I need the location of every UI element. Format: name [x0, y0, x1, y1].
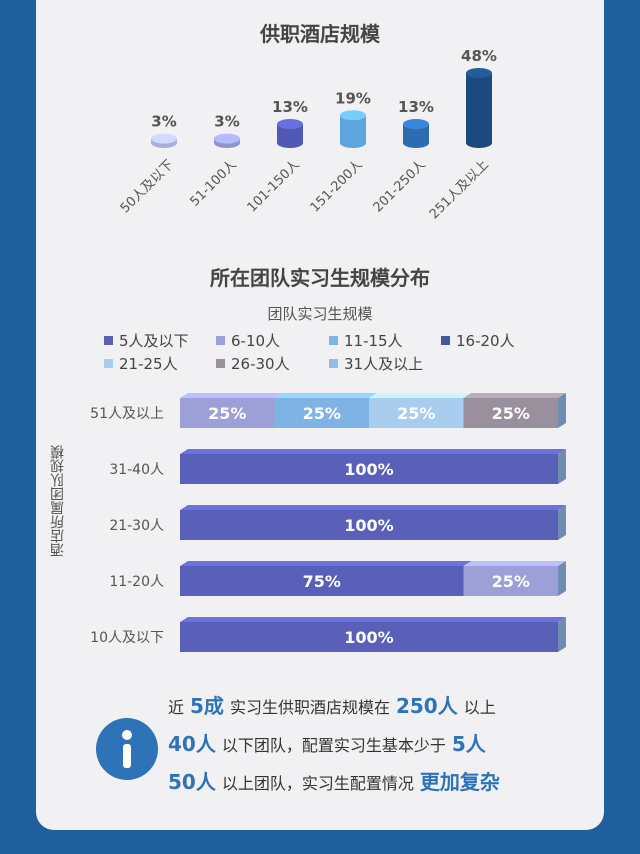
segment-label-1-0: 100%	[344, 460, 393, 479]
row-label-2: 21-30人	[109, 518, 164, 534]
bar-0	[151, 133, 177, 148]
legend-label: 26-30人	[231, 355, 290, 373]
infographic-card: 供职酒店规模 3% 50人及以下 3% 51-100人 13% 101-150人 19% 15…	[36, 0, 604, 830]
category-label-0: 50人及以下	[118, 157, 177, 216]
legend-swatch	[329, 336, 338, 345]
legend-title: 团队实习生规模	[267, 305, 373, 323]
legend-item-4: 21-25人	[104, 353, 178, 374]
legend-item-5: 26-30人	[216, 353, 290, 374]
legend-item-6: 31人及以上	[329, 353, 423, 374]
legend-swatch	[104, 359, 113, 368]
note-line-1: 近 5成 实习生供职酒店规模在 250人 以上	[168, 690, 496, 719]
segment-label-2-0: 100%	[344, 516, 393, 535]
legend-label: 5人及以下	[119, 332, 189, 350]
chart1-title: 供职酒店规模	[260, 22, 380, 46]
hotel-size-chart: 3% 50人及以下 3% 51-100人 13% 101-150人 19% 151-200人 1…	[118, 47, 497, 222]
legend-swatch	[441, 336, 450, 345]
bar-segment-0-4	[369, 393, 472, 428]
legend-swatch	[216, 336, 225, 345]
note-highlight: 更加复杂	[419, 770, 500, 794]
row-label-3: 11-20人	[109, 574, 164, 590]
note-text: 以上团队，实习生配置情况	[221, 774, 414, 793]
bar-side-0	[558, 393, 566, 428]
note-text: 以下团队，配置实习生基本少于	[221, 736, 446, 755]
segment-label-0-1: 25%	[208, 404, 246, 423]
row-label-0: 51人及以上	[90, 406, 164, 422]
segment-label-0-5: 25%	[492, 404, 530, 423]
bar-segment-4-0	[180, 617, 566, 652]
legend-item-0: 5人及以下	[104, 330, 189, 351]
data-label-3: 19%	[335, 89, 371, 107]
bar-5	[466, 68, 492, 148]
legend-label: 6-10人	[231, 332, 281, 350]
legend-item-2: 11-15人	[329, 330, 403, 351]
note-highlight: 5成	[190, 694, 224, 718]
bar-side-1	[558, 449, 566, 484]
legend-label: 16-20人	[456, 332, 515, 350]
legend-swatch	[216, 359, 225, 368]
team-size-chart: 51人及以上 25% 25% 25% 25% 31-40人 100% 21-30人 100% 11…	[90, 393, 566, 652]
bar-4	[403, 119, 429, 148]
bar-2	[277, 119, 303, 148]
note-text: 实习生供职酒店规模在	[229, 698, 390, 717]
bar-side-3	[558, 561, 566, 596]
legend-item-1: 6-10人	[216, 330, 280, 351]
bar-1	[214, 133, 240, 148]
note-highlight: 40人	[168, 732, 216, 756]
note-highlight: 5人	[451, 732, 486, 756]
note-line-3: 50人 以上团队，实习生配置情况 更加复杂	[168, 766, 506, 795]
note-highlight: 250人	[395, 694, 458, 718]
bar-segment-0-2	[274, 393, 377, 428]
bar-segment-0-5	[463, 393, 566, 428]
legend-label: 31人及以上	[344, 355, 424, 373]
segment-label-0-2: 25%	[303, 404, 341, 423]
category-label-4: 201-250人	[371, 157, 429, 215]
row-label-1: 31-40人	[109, 462, 164, 478]
data-label-0: 3%	[151, 113, 176, 131]
category-label-1: 51-100人	[187, 157, 239, 209]
data-label-5: 48%	[461, 47, 497, 65]
row-label-4: 10人及以下	[90, 630, 164, 646]
category-label-2: 101-150人	[245, 157, 303, 215]
bar-segment-2-0	[180, 505, 566, 540]
bar-segment-3-0	[180, 561, 472, 596]
legend-swatch	[329, 359, 338, 368]
bar-segment-1-0	[180, 449, 566, 484]
bar-3	[340, 110, 366, 148]
note-text: 近	[168, 698, 185, 717]
segment-label-0-4: 25%	[397, 404, 435, 423]
data-label-2: 13%	[272, 98, 308, 116]
info-icon	[96, 718, 158, 780]
category-label-5: 251人及以上	[427, 157, 492, 222]
legend-item-3: 16-20人	[441, 330, 515, 351]
segment-label-3-0: 75%	[303, 572, 341, 591]
segment-label-4-0: 100%	[344, 628, 393, 647]
note-highlight: 50人	[168, 770, 216, 794]
chart2-title: 所在团队实习生规模分布	[210, 266, 430, 290]
category-label-3: 151-200人	[308, 157, 366, 215]
legend-label: 11-15人	[344, 332, 403, 350]
note-text: 以上	[463, 698, 496, 717]
legend-label: 21-25人	[119, 355, 178, 373]
legend-swatch	[104, 336, 113, 345]
bar-side-2	[558, 505, 566, 540]
bar-segment-0-1	[180, 393, 283, 428]
data-label-1: 3%	[214, 113, 239, 131]
segment-label-3-1: 25%	[492, 572, 530, 591]
data-label-4: 13%	[398, 98, 434, 116]
note-line-2: 40人 以下团队，配置实习生基本少于 5人	[168, 728, 492, 757]
bar-side-4	[558, 617, 566, 652]
bar-segment-3-1	[463, 561, 566, 596]
